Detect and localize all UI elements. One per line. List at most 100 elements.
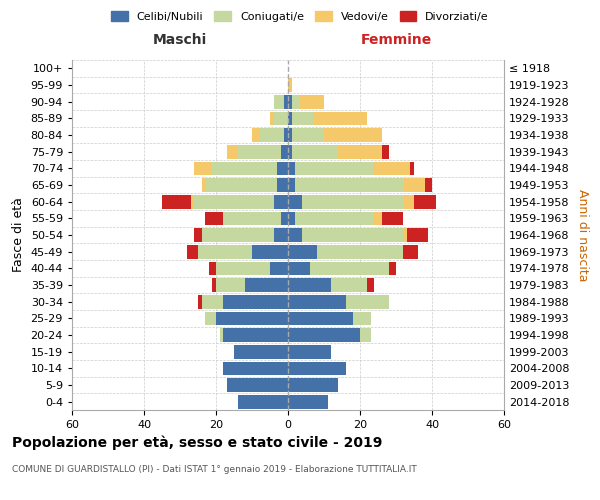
- Bar: [414, 195, 436, 208]
- Bar: [277, 178, 288, 192]
- Bar: [403, 228, 407, 242]
- Bar: [367, 278, 374, 292]
- Bar: [202, 295, 223, 308]
- Bar: [216, 278, 245, 292]
- Bar: [288, 145, 292, 158]
- Bar: [403, 195, 414, 208]
- Bar: [360, 328, 371, 342]
- Bar: [223, 328, 288, 342]
- Bar: [403, 178, 425, 192]
- Bar: [288, 262, 310, 275]
- Bar: [288, 395, 328, 408]
- Bar: [288, 362, 346, 375]
- Bar: [292, 112, 313, 125]
- Bar: [194, 228, 202, 242]
- Text: COMUNE DI GUARDISTALLO (PI) - Dati ISTAT 1° gennaio 2019 - Elaborazione TUTTITAL: COMUNE DI GUARDISTALLO (PI) - Dati ISTAT…: [12, 465, 417, 474]
- Bar: [317, 245, 403, 258]
- Bar: [338, 145, 382, 158]
- Bar: [353, 312, 371, 325]
- Bar: [331, 278, 367, 292]
- Bar: [346, 295, 389, 308]
- Bar: [284, 95, 288, 108]
- Bar: [234, 345, 288, 358]
- Bar: [288, 345, 331, 358]
- Bar: [288, 278, 331, 292]
- Bar: [274, 228, 288, 242]
- Bar: [288, 112, 292, 125]
- Bar: [288, 312, 353, 325]
- Bar: [374, 162, 410, 175]
- Bar: [288, 212, 295, 225]
- Bar: [227, 378, 288, 392]
- Bar: [238, 145, 281, 158]
- Bar: [292, 95, 299, 108]
- Bar: [252, 128, 259, 142]
- Bar: [288, 295, 346, 308]
- Text: Popolazione per età, sesso e stato civile - 2019: Popolazione per età, sesso e stato civil…: [12, 435, 382, 450]
- Bar: [324, 128, 382, 142]
- Bar: [288, 378, 338, 392]
- Bar: [389, 262, 396, 275]
- Bar: [407, 228, 428, 242]
- Bar: [288, 328, 360, 342]
- Legend: Celibi/Nubili, Coniugati/e, Vedovi/e, Divorziati/e: Celibi/Nubili, Coniugati/e, Vedovi/e, Di…: [108, 8, 492, 25]
- Bar: [382, 212, 403, 225]
- Bar: [310, 262, 389, 275]
- Bar: [202, 178, 205, 192]
- Bar: [295, 212, 374, 225]
- Bar: [212, 278, 216, 292]
- Bar: [274, 95, 284, 108]
- Text: Femmine: Femmine: [361, 32, 431, 46]
- Bar: [205, 312, 216, 325]
- Bar: [410, 162, 414, 175]
- Bar: [295, 178, 403, 192]
- Bar: [281, 145, 288, 158]
- Bar: [288, 195, 302, 208]
- Bar: [191, 195, 194, 208]
- Bar: [223, 295, 288, 308]
- Bar: [216, 312, 288, 325]
- Bar: [270, 262, 288, 275]
- Bar: [245, 278, 288, 292]
- Bar: [374, 212, 382, 225]
- Bar: [292, 128, 324, 142]
- Bar: [162, 195, 191, 208]
- Bar: [209, 262, 216, 275]
- Bar: [288, 245, 317, 258]
- Bar: [227, 145, 238, 158]
- Bar: [194, 195, 274, 208]
- Bar: [202, 228, 274, 242]
- Bar: [288, 228, 302, 242]
- Bar: [288, 178, 295, 192]
- Bar: [198, 245, 252, 258]
- Bar: [274, 112, 288, 125]
- Bar: [259, 128, 284, 142]
- Bar: [194, 162, 212, 175]
- Bar: [284, 128, 288, 142]
- Bar: [313, 112, 367, 125]
- Bar: [198, 295, 202, 308]
- Bar: [216, 262, 270, 275]
- Bar: [288, 78, 292, 92]
- Bar: [212, 162, 277, 175]
- Bar: [252, 245, 288, 258]
- Bar: [302, 195, 403, 208]
- Y-axis label: Anni di nascita: Anni di nascita: [576, 188, 589, 281]
- Bar: [205, 178, 277, 192]
- Bar: [288, 128, 292, 142]
- Bar: [302, 228, 403, 242]
- Bar: [403, 245, 418, 258]
- Bar: [223, 362, 288, 375]
- Bar: [281, 212, 288, 225]
- Bar: [220, 328, 223, 342]
- Bar: [205, 212, 223, 225]
- Bar: [274, 195, 288, 208]
- Y-axis label: Fasce di età: Fasce di età: [12, 198, 25, 272]
- Bar: [425, 178, 432, 192]
- Bar: [292, 145, 338, 158]
- Bar: [299, 95, 324, 108]
- Bar: [270, 112, 274, 125]
- Bar: [238, 395, 288, 408]
- Bar: [223, 212, 281, 225]
- Bar: [288, 95, 292, 108]
